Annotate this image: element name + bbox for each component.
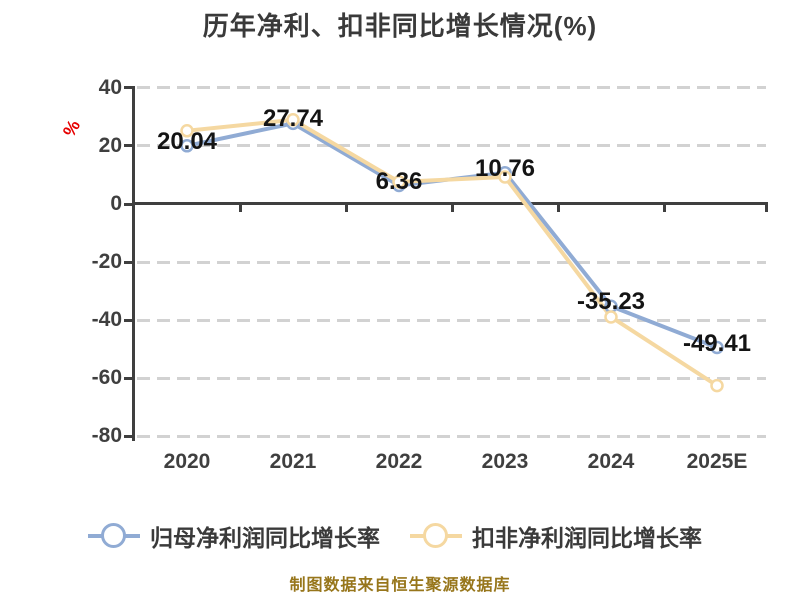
x-tick — [238, 204, 242, 212]
data-label-2020: 20.04 — [156, 127, 218, 155]
x-tick — [344, 204, 348, 212]
y-tick-0 — [124, 202, 133, 206]
y-axis-label: -20 — [91, 250, 122, 274]
x-axis-label-2021: 2021 — [269, 450, 317, 473]
legend-circle-icon — [423, 523, 448, 548]
y-tick-20 — [124, 144, 133, 148]
data-label-2021: 27.74 — [262, 105, 324, 133]
series-line-1 — [185, 117, 719, 388]
data-point-1-2021 — [286, 113, 300, 127]
legend-item-guimu: 归母净利润同比增长率 — [88, 521, 380, 551]
y-axis-label: -40 — [91, 308, 122, 332]
y-tick--60 — [124, 376, 133, 380]
y-tick-40 — [124, 86, 133, 90]
gridline--20 — [137, 260, 766, 264]
data-point-1-2022 — [392, 175, 406, 189]
y-axis-label: -60 — [91, 366, 122, 390]
data-label-2025E: -49.41 — [682, 329, 752, 357]
x-tick — [450, 204, 454, 212]
y-tick--20 — [124, 260, 133, 264]
x-axis-label-2024: 2024 — [587, 450, 635, 473]
legend-label-koufei: 扣非净利润同比增长率 — [472, 525, 702, 551]
x-axis-label-2023: 2023 — [481, 450, 529, 473]
gridline-40 — [137, 86, 766, 90]
legend-label-guimu: 归母净利润同比增长率 — [150, 525, 380, 551]
data-label-2022: 6.36 — [375, 167, 423, 195]
x-axis-zero-line — [133, 202, 768, 205]
legend-marker-blue — [88, 522, 140, 550]
x-axis-label-2020: 2020 — [163, 450, 211, 473]
y-axis-label: 40 — [98, 75, 122, 99]
data-point-1-2025E — [710, 378, 724, 393]
x-axis-end-tick — [765, 204, 768, 212]
data-source-note: 制图数据来自恒生聚源数据库 — [289, 577, 511, 594]
legend-marker-yellow — [410, 522, 462, 550]
gridline--60 — [137, 376, 766, 380]
data-point-1-2024 — [604, 310, 618, 324]
gridline-20 — [137, 144, 766, 148]
y-tick--80 — [124, 434, 133, 438]
data-label-2024: -35.23 — [576, 288, 646, 316]
legend-item-koufei: 扣非净利润同比增长率 — [410, 521, 702, 551]
data-point-1-2023 — [498, 170, 512, 184]
chart-title: 历年净利、扣非同比增长情况(%) — [202, 11, 598, 41]
x-axis-label-2022: 2022 — [375, 450, 423, 473]
y-axis-label: 20 — [98, 133, 122, 157]
y-axis-label: 0 — [110, 192, 122, 215]
y-tick--40 — [124, 318, 133, 322]
y-axis-label: -80 — [91, 424, 122, 448]
gridline--80 — [137, 434, 766, 438]
legend-circle-icon — [101, 523, 126, 548]
data-label-2023: 10.76 — [474, 154, 536, 182]
gridline--40 — [137, 318, 766, 322]
x-axis-label-2025E: 2025E — [686, 450, 748, 473]
data-point-1-2020 — [180, 124, 194, 138]
y-axis-line — [132, 86, 135, 441]
data-point-0-2020 — [180, 139, 194, 153]
data-point-0-2025E — [710, 340, 724, 355]
x-tick — [556, 204, 560, 212]
x-tick — [662, 204, 666, 212]
